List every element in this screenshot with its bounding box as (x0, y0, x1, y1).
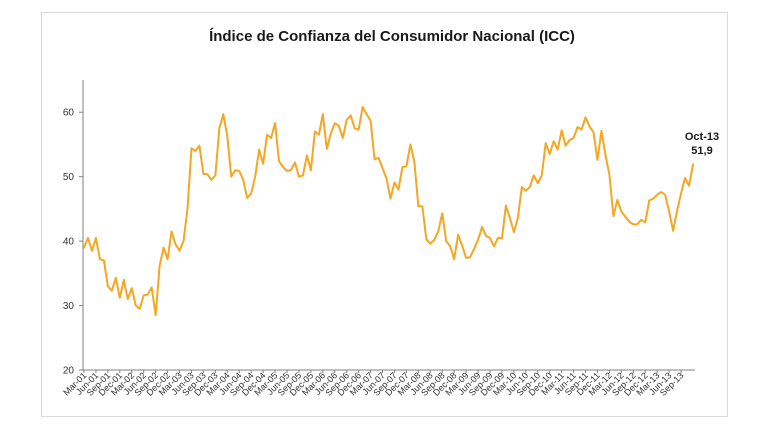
chart-title: Índice de Confianza del Consumidor Nacio… (209, 28, 575, 45)
annotation-date: Oct-13 (685, 131, 719, 143)
x-axis: Mar-01Jun-01Sep-01Dec-01Mar-02Jun-02Sep-… (61, 369, 695, 398)
series-icc (83, 106, 694, 317)
y-tick-label: 60 (63, 108, 75, 119)
last-value-annotation: Oct-13 51,9 (685, 131, 719, 157)
annotation-value: 51,9 (691, 145, 712, 157)
y-tick-label: 40 (63, 237, 75, 248)
y-tick-label: 20 (63, 366, 75, 377)
y-tick-label: 30 (63, 301, 75, 312)
series-line (83, 106, 694, 317)
y-axis: 20 30 40 50 60 (63, 80, 84, 377)
y-tick-label: 50 (63, 172, 75, 183)
